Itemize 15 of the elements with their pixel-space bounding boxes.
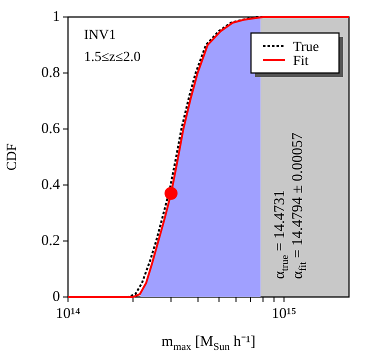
y-tick-label: 0.8 (41, 64, 60, 81)
annotation: 1.5≤z≤2.0 (84, 50, 141, 65)
y-tick-label: 0.2 (41, 232, 60, 249)
y-tick-label: 1 (52, 8, 60, 25)
y-tick-label: 0 (52, 288, 60, 305)
y-axis-title: CDF (5, 143, 20, 171)
annotation: INV1 (84, 28, 116, 43)
annotation: αtrue = 14.4731 (272, 190, 291, 279)
legend-label: Fit (293, 54, 309, 69)
x-tick-label: 10¹⁴ (56, 306, 80, 322)
y-tick-label: 0.4 (41, 176, 60, 193)
legend-label: True (293, 40, 319, 55)
annotation: αfit = 14.4794 ± 0.00057 (290, 132, 309, 279)
y-tick-label: 0.6 (41, 120, 60, 137)
x-tick-label: 10¹⁵ (272, 306, 296, 322)
